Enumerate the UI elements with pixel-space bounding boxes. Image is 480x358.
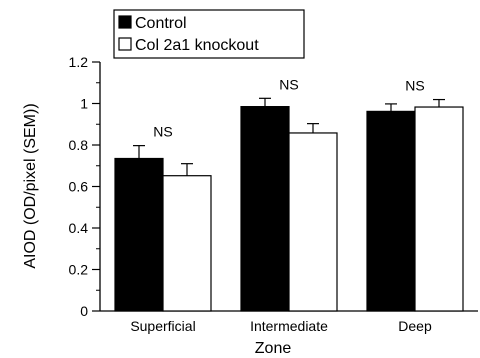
legend-swatch	[118, 37, 132, 51]
y-tick-label: 0.6	[69, 179, 89, 195]
y-tick-label: 1	[80, 96, 88, 112]
y-axis: 0 0.2 0.4 0.6 0.8 1 1.2	[69, 54, 101, 319]
legend: Control Col 2a1 knockout	[113, 9, 305, 59]
legend-label: Control	[135, 15, 187, 32]
significance-label: NS	[153, 124, 172, 140]
annotations: NS NS NS	[153, 76, 424, 139]
legend-swatch	[118, 15, 132, 29]
y-tick-label: 1.2	[69, 54, 89, 70]
significance-label: NS	[405, 78, 424, 94]
bar-knockout-deep	[414, 106, 464, 312]
x-tick-label: Superficial	[130, 318, 195, 334]
y-tick-label: 0.4	[69, 220, 89, 236]
x-axis: Superficial Intermediate Deep	[100, 310, 478, 334]
bar-knockout-intermediate	[288, 132, 338, 312]
x-tick-label: Intermediate	[250, 318, 328, 334]
bar-knockout-superficial	[162, 175, 212, 312]
y-axis-title: AIOD (OD/pixel (SEM))	[22, 103, 39, 268]
bar-control-intermediate	[240, 106, 290, 312]
legend-box	[113, 9, 305, 59]
bar-control-superficial	[114, 157, 164, 312]
y-tick-label: 0.2	[69, 262, 89, 278]
y-tick-label: 0	[80, 303, 88, 319]
x-axis-title: Zone	[255, 340, 292, 357]
error-bars	[133, 97, 445, 176]
legend-label: Col 2a1 knockout	[135, 37, 259, 54]
bar-control-deep	[366, 110, 416, 312]
significance-label: NS	[279, 76, 298, 92]
x-tick-label: Deep	[398, 318, 432, 334]
y-tick-label: 0.8	[69, 137, 89, 153]
